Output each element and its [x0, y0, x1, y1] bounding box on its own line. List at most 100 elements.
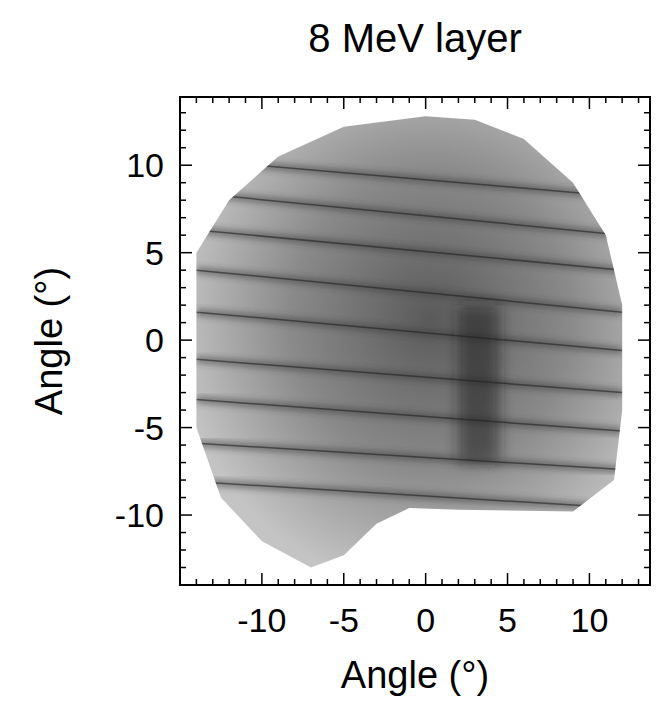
- stripe-core: [196, 312, 622, 350]
- tick: [556, 579, 558, 585]
- tick: [644, 112, 650, 114]
- tick: [180, 234, 186, 236]
- tick: [540, 579, 542, 585]
- tick: [605, 579, 607, 585]
- tick: [196, 97, 198, 103]
- tick: [180, 409, 186, 411]
- tick: [572, 97, 574, 103]
- tick: [180, 357, 186, 359]
- stripe-core: [196, 270, 622, 312]
- tick: [180, 269, 186, 271]
- tick: [644, 392, 650, 394]
- tick: [644, 549, 650, 551]
- tick: [294, 97, 296, 103]
- tick: [180, 462, 186, 464]
- tick: [523, 97, 525, 103]
- y-tick-label: 0: [145, 321, 164, 359]
- stripe-core: [196, 400, 622, 431]
- stripe: [196, 312, 622, 350]
- tick: [490, 579, 492, 585]
- tick: [507, 573, 509, 585]
- stripe-core: [196, 443, 622, 469]
- y-tick-label: -10: [115, 496, 164, 534]
- dark-band: [458, 305, 499, 462]
- stripe-core: [196, 230, 622, 270]
- x-tick-label: 0: [416, 601, 435, 639]
- tick: [589, 97, 591, 109]
- tick: [180, 304, 186, 306]
- y-axis-title: Angle (°): [28, 267, 70, 415]
- tick: [376, 579, 378, 585]
- tick: [359, 97, 361, 103]
- tick: [180, 252, 192, 254]
- tick: [392, 579, 394, 585]
- tick: [638, 164, 650, 166]
- stripe-core: [196, 160, 622, 197]
- tick: [180, 147, 186, 149]
- tick: [621, 579, 623, 585]
- stripe: [196, 270, 622, 312]
- tick: [644, 269, 650, 271]
- tick: [180, 392, 186, 394]
- tick: [458, 579, 460, 585]
- tick: [294, 579, 296, 585]
- tick: [343, 97, 345, 109]
- stripe: [196, 400, 622, 431]
- tick: [310, 97, 312, 103]
- tick: [245, 97, 247, 103]
- tick: [392, 97, 394, 103]
- stripe: [196, 193, 622, 235]
- tick: [441, 97, 443, 103]
- x-tick-label: 10: [570, 601, 608, 639]
- tick: [441, 579, 443, 585]
- tick: [180, 199, 186, 201]
- tick: [572, 579, 574, 585]
- tick: [474, 579, 476, 585]
- tick: [507, 97, 509, 109]
- tick: [490, 97, 492, 103]
- tick: [425, 573, 427, 585]
- stripe: [196, 482, 622, 508]
- stripe-core: [196, 359, 622, 392]
- tick: [180, 549, 186, 551]
- tick: [638, 252, 650, 254]
- y-tick-label: 10: [126, 146, 164, 184]
- tick: [644, 462, 650, 464]
- tick: [425, 97, 427, 109]
- tick: [180, 444, 186, 446]
- tick: [409, 579, 411, 585]
- tick: [180, 339, 192, 341]
- tick: [180, 479, 186, 481]
- tick: [644, 497, 650, 499]
- stripe: [196, 230, 622, 270]
- stripe: [196, 443, 622, 469]
- tick: [638, 97, 640, 103]
- tick: [310, 579, 312, 585]
- tick: [180, 129, 186, 131]
- tick: [343, 573, 345, 585]
- tick: [644, 129, 650, 131]
- tick: [644, 217, 650, 219]
- tick: [638, 579, 640, 585]
- tick: [228, 97, 230, 103]
- tick: [644, 234, 650, 236]
- tick: [180, 427, 192, 429]
- tick: [327, 97, 329, 103]
- tick: [180, 217, 186, 219]
- tick: [409, 97, 411, 103]
- tick: [180, 182, 186, 184]
- tick: [474, 97, 476, 103]
- tick: [644, 287, 650, 289]
- tick: [638, 514, 650, 516]
- tick: [261, 573, 263, 585]
- tick: [180, 497, 186, 499]
- tick: [180, 287, 186, 289]
- x-tick-label: -5: [329, 601, 359, 639]
- x-axis-title: Angle (°): [341, 654, 489, 696]
- stripe-core: [196, 482, 622, 508]
- tick: [644, 479, 650, 481]
- x-tick-label: -10: [237, 601, 286, 639]
- y-tick-label: -5: [134, 409, 164, 447]
- title: 8 MeV layer: [308, 16, 521, 60]
- stripe: [196, 160, 622, 197]
